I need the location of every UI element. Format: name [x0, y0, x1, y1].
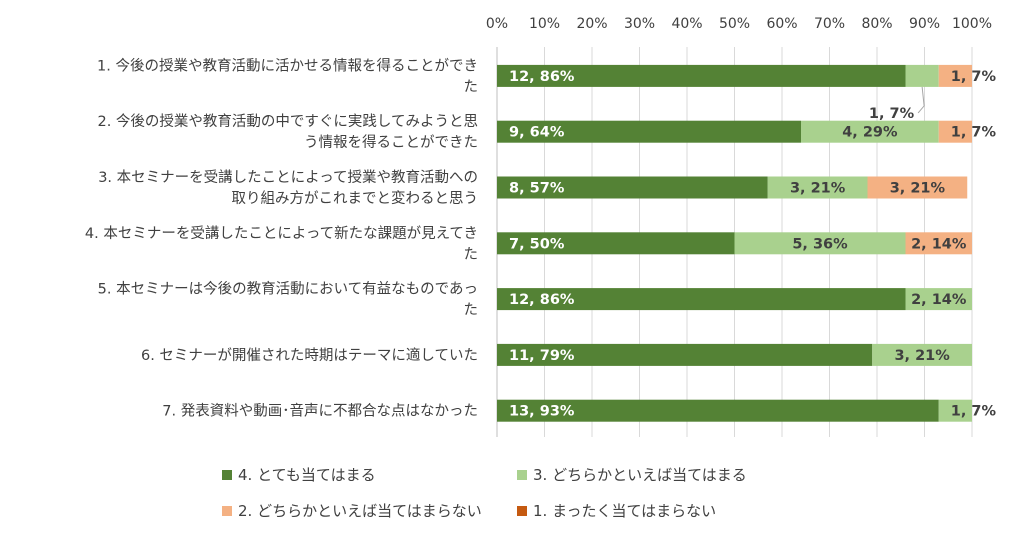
x-tick-label: 20% — [576, 16, 607, 32]
x-tick-label: 40% — [671, 16, 702, 32]
bar-segment — [767, 176, 868, 199]
bar-segment — [905, 288, 972, 311]
category-label: 2. 今後の授業や教育活動の中ですぐに実践してみようと思 — [97, 113, 478, 130]
category-label: た — [464, 246, 479, 263]
x-tick-label: 60% — [766, 16, 797, 32]
bar-series — [497, 64, 972, 422]
bar-segment — [905, 232, 972, 255]
bar-segment — [497, 64, 906, 87]
x-tick-label: 100% — [952, 16, 992, 32]
legend-swatch — [222, 506, 232, 516]
bar-segment — [905, 64, 939, 87]
data-label: 3, 21% — [790, 181, 846, 197]
category-label: 6. セミナーが開催された時期はテーマに適していた — [141, 346, 478, 364]
x-tick-label: 50% — [719, 16, 750, 32]
data-labels: 12, 86% 1, 7% 1, 7% 9, 64% 4, 29% 1, 7% 8, 57%… — [509, 69, 996, 420]
legend-label: 1. まったく当てはまらない — [533, 502, 716, 520]
data-label: 7, 50% — [509, 236, 565, 252]
x-tick-label: 90% — [909, 16, 940, 32]
data-label: 2, 14% — [911, 236, 967, 252]
data-label: 11, 79% — [509, 348, 575, 364]
data-label: 1, 7% — [869, 106, 915, 122]
data-label: 4, 29% — [842, 125, 898, 141]
legend-label: 2. どちらかといえば当てはまらない — [238, 502, 482, 520]
bar-segment — [801, 120, 939, 143]
legend-swatch — [517, 470, 527, 480]
data-label: 9, 64% — [509, 125, 565, 141]
x-tick-label: 80% — [861, 16, 892, 32]
x-tick-label: 70% — [814, 16, 845, 32]
bar-segment — [938, 120, 972, 143]
legend-label: 3. どちらかといえば当てはまる — [533, 466, 747, 484]
data-label: 8, 57% — [509, 181, 565, 197]
data-label: 1, 7% — [951, 69, 997, 85]
x-tick-label: 30% — [624, 16, 655, 32]
leader-line — [917, 86, 925, 114]
bar-segment — [497, 176, 768, 199]
bar-segment — [497, 288, 906, 311]
x-tick-label: 0% — [486, 16, 508, 32]
legend-swatch — [517, 506, 527, 516]
x-tick-label: 10% — [529, 16, 560, 32]
category-label: 5. 本セミナーは今後の教育活動において有益なものであっ — [98, 281, 478, 298]
bar-segment — [497, 399, 939, 422]
category-label: た — [464, 78, 479, 95]
data-label: 2, 14% — [911, 292, 967, 308]
data-label: 12, 86% — [509, 292, 575, 308]
category-label: 3. 本セミナーを受講したことによって授業や教育活動への — [98, 169, 478, 186]
bar-segment — [938, 399, 972, 422]
legend-swatch — [222, 470, 232, 480]
bar-segment — [867, 176, 968, 199]
data-label: 13, 93% — [509, 404, 575, 420]
category-label: 7. 発表資料や動画･音声に不都合な点はなかった — [162, 402, 478, 420]
data-label: 3, 21% — [890, 181, 946, 197]
bar-segment — [938, 64, 972, 87]
legend: 4. とても当てはまる 3. どちらかといえば当てはまる 2. どちらかといえば当て… — [222, 466, 747, 520]
bar-segment — [497, 343, 873, 366]
legend-label: 4. とても当てはまる — [238, 466, 376, 484]
category-label: 4. 本セミナーを受講したことによって新たな課題が見えてき — [85, 225, 478, 242]
bar-segment — [497, 232, 735, 255]
category-label: 1. 今後の授業や教育活動に活かせる情報を得ることができ — [97, 57, 478, 74]
data-label: 12, 86% — [509, 69, 575, 85]
bar-segment — [497, 120, 801, 143]
x-axis-ticks: 0% 10% 20% 30% 40% 50% 60% 70% 80% 90% 100% — [486, 16, 992, 32]
bar-segment — [734, 232, 906, 255]
bar-segment — [872, 343, 972, 366]
data-label: 5, 36% — [792, 236, 848, 252]
category-label: 取り組み方がこれまでと変わると思う — [232, 190, 479, 207]
data-label: 3, 21% — [894, 348, 950, 364]
category-label: た — [464, 302, 479, 319]
data-label: 1, 7% — [951, 125, 997, 141]
data-label: 1, 7% — [951, 404, 997, 420]
category-label: う情報を得ることができた — [304, 134, 478, 151]
